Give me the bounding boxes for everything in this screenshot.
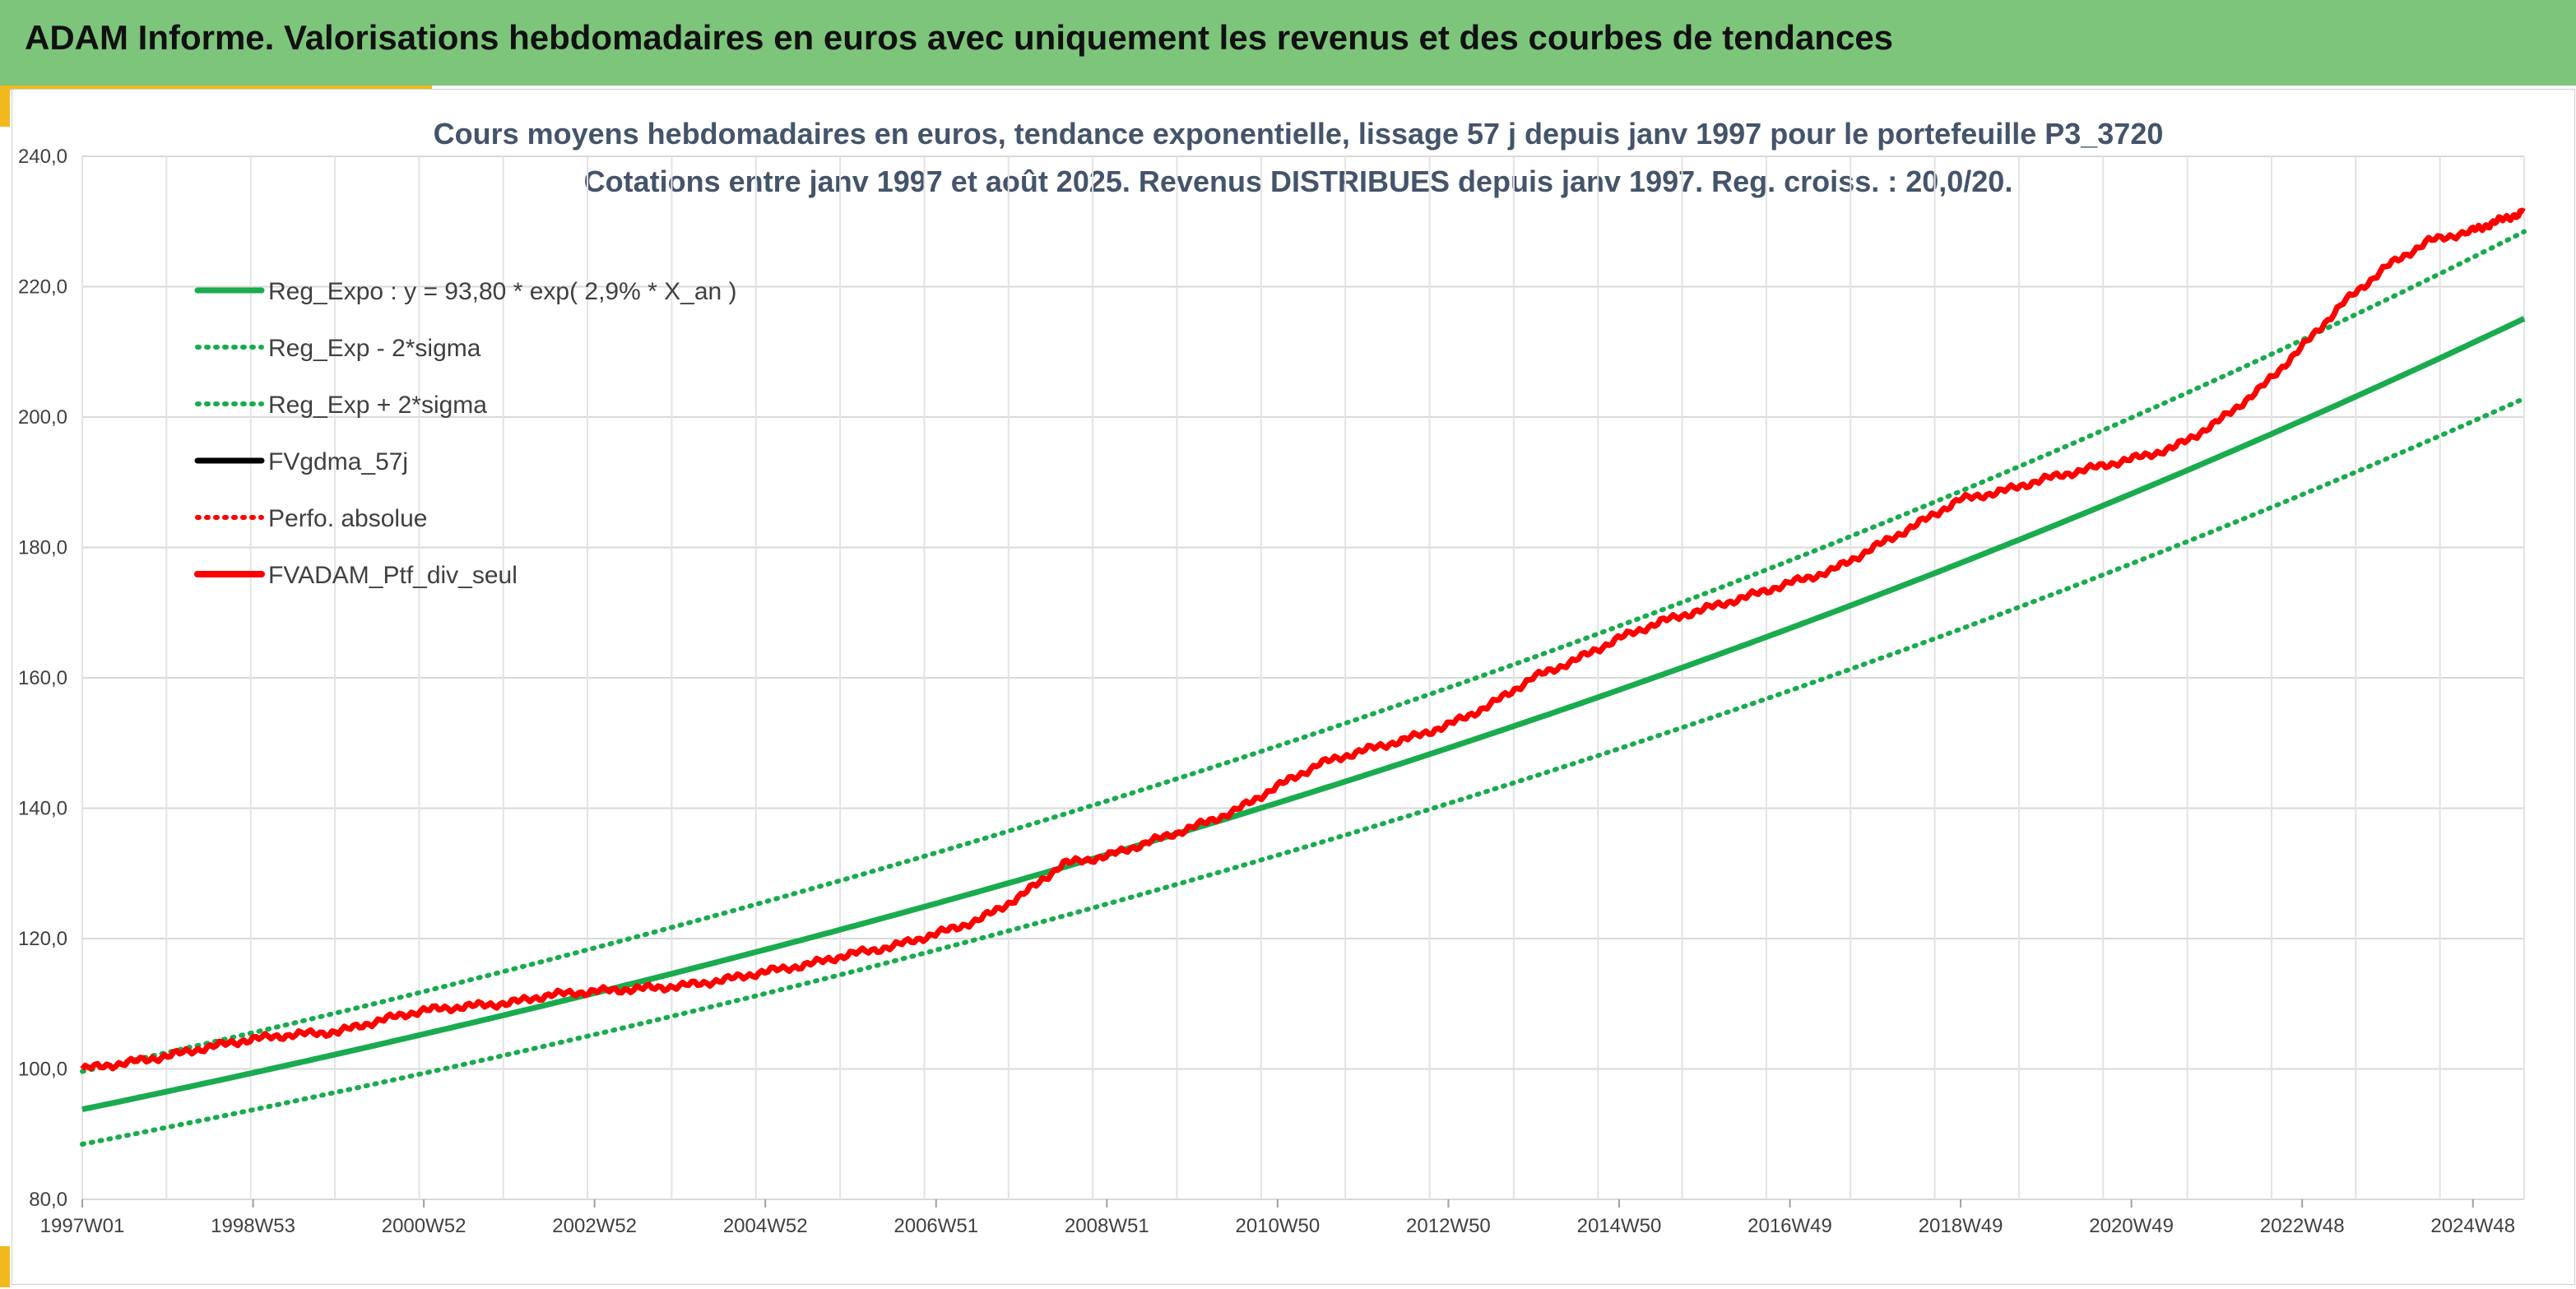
reg-plus-2sigma-line bbox=[80, 229, 2527, 1074]
x-tick-label: 2002W52 bbox=[552, 1215, 637, 1237]
x-axis-ticks: 1997W01 1998W53 2000W52 2002W52 2004W52 2006W… bbox=[40, 1199, 2515, 1237]
x-tick-label: 2000W52 bbox=[382, 1215, 466, 1237]
legend-label: Reg_Expo : y = 93,80 * exp( 2,9% * X_an … bbox=[268, 278, 737, 305]
x-tick-label: 2008W51 bbox=[1065, 1215, 1149, 1237]
x-tick-label: 2010W50 bbox=[1235, 1215, 1320, 1237]
y-tick-label: 140,0 bbox=[18, 798, 67, 820]
y-tick-label: 200,0 bbox=[18, 406, 67, 429]
reg-expo-line bbox=[81, 316, 2526, 1113]
header-bar: ADAM Informe. Valorisations hebdomadaire… bbox=[0, 0, 2576, 86]
page-title: ADAM Informe. Valorisations hebdomadaire… bbox=[25, 18, 1894, 57]
accent-bar-left-top bbox=[0, 86, 10, 127]
x-tick-label: 2018W49 bbox=[1919, 1215, 2003, 1237]
y-tick-label: 240,0 bbox=[18, 146, 67, 168]
x-tick-label: 2016W49 bbox=[1748, 1215, 1832, 1237]
y-tick-label: 220,0 bbox=[18, 276, 67, 299]
legend-label: Perfo. absolue bbox=[268, 505, 427, 532]
legend-label: Reg_Exp + 2*sigma bbox=[268, 392, 487, 419]
y-axis-ticks: 80,0 100,0 120,0 140,0 160,0 180,0 200,0 220,0 2… bbox=[18, 146, 67, 1211]
legend-label: Reg_Exp - 2*sigma bbox=[268, 335, 481, 362]
gridlines bbox=[81, 155, 2525, 1200]
y-tick-label: 80,0 bbox=[29, 1189, 67, 1211]
x-tick-label: 2020W49 bbox=[2089, 1215, 2174, 1237]
series-lines bbox=[80, 207, 2527, 1147]
fvadam-ptf-line bbox=[80, 207, 2526, 1072]
chart-subtitle: Cotations entre janv 1997 et août 2025. … bbox=[584, 165, 2013, 198]
reg-minus-2sigma-line bbox=[80, 396, 2527, 1147]
chart-area bbox=[12, 89, 2575, 1285]
x-tick-label: 2024W48 bbox=[2430, 1215, 2515, 1237]
y-tick-label: 120,0 bbox=[18, 928, 67, 950]
accent-bar-left-bottom bbox=[0, 1246, 10, 1287]
legend: Reg_Expo : y = 93,80 * exp( 2,9% * X_an … bbox=[194, 278, 737, 589]
x-tick-label: 2006W51 bbox=[893, 1215, 978, 1237]
chart-title: Cours moyens hebdomadaires en euros, ten… bbox=[434, 117, 2164, 151]
y-tick-label: 100,0 bbox=[18, 1059, 67, 1081]
y-tick-label: 160,0 bbox=[18, 667, 67, 689]
x-tick-label: 1997W01 bbox=[40, 1215, 125, 1237]
x-tick-label: 1998W53 bbox=[211, 1215, 295, 1237]
x-tick-label: 2022W48 bbox=[2260, 1215, 2345, 1237]
legend-label: FVADAM_Ptf_div_seul bbox=[268, 562, 518, 589]
x-tick-label: 2014W50 bbox=[1577, 1215, 1662, 1237]
x-tick-label: 2012W50 bbox=[1406, 1215, 1491, 1237]
legend-label: FVgdma_57j bbox=[268, 448, 408, 475]
x-tick-label: 2004W52 bbox=[723, 1215, 808, 1237]
accent-bar-top bbox=[0, 86, 432, 90]
y-tick-label: 180,0 bbox=[18, 537, 67, 559]
